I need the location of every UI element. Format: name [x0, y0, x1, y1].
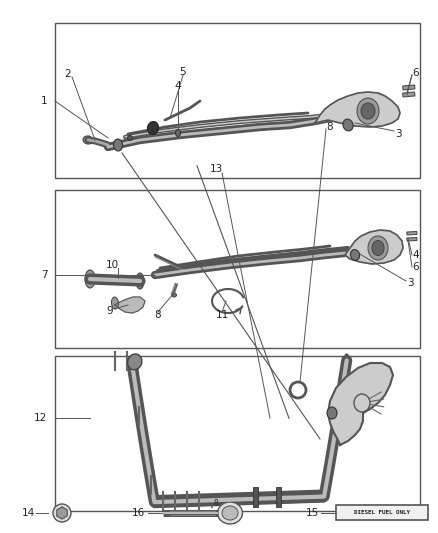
- Text: 15: 15: [305, 508, 318, 518]
- Bar: [403, 85, 415, 90]
- Ellipse shape: [85, 270, 95, 288]
- Text: 3: 3: [395, 129, 401, 139]
- Polygon shape: [345, 230, 403, 264]
- Text: 1: 1: [41, 96, 47, 106]
- Ellipse shape: [148, 122, 159, 134]
- Ellipse shape: [113, 139, 123, 151]
- Ellipse shape: [172, 293, 177, 297]
- Text: 4: 4: [175, 81, 181, 91]
- Text: 9: 9: [107, 306, 113, 316]
- Text: 7: 7: [41, 270, 47, 280]
- Ellipse shape: [372, 240, 384, 255]
- Text: 8: 8: [155, 310, 161, 320]
- Ellipse shape: [350, 249, 360, 261]
- Polygon shape: [315, 92, 400, 127]
- Text: DIESEL FUEL ONLY: DIESEL FUEL ONLY: [354, 510, 410, 515]
- Text: 2: 2: [65, 69, 71, 79]
- Bar: [403, 92, 415, 97]
- Bar: [55, 190, 420, 348]
- Text: 11: 11: [215, 310, 229, 320]
- Bar: [55, 23, 420, 178]
- Ellipse shape: [218, 502, 243, 524]
- Text: 5: 5: [180, 67, 186, 77]
- FancyBboxPatch shape: [336, 505, 428, 520]
- Polygon shape: [328, 363, 393, 445]
- Bar: [407, 238, 417, 241]
- Ellipse shape: [127, 135, 133, 141]
- Ellipse shape: [368, 236, 388, 260]
- Ellipse shape: [327, 407, 337, 419]
- Ellipse shape: [176, 130, 180, 136]
- Polygon shape: [115, 297, 145, 313]
- Text: 8: 8: [214, 498, 219, 507]
- Ellipse shape: [83, 136, 93, 144]
- Bar: [276, 487, 281, 506]
- Polygon shape: [57, 507, 67, 519]
- Text: 10: 10: [106, 260, 119, 270]
- Text: 16: 16: [131, 508, 145, 518]
- Ellipse shape: [127, 354, 142, 370]
- Text: 4: 4: [413, 250, 419, 260]
- Text: 6: 6: [413, 262, 419, 272]
- Text: 13: 13: [209, 164, 223, 174]
- Text: 8: 8: [327, 122, 333, 132]
- Ellipse shape: [112, 297, 119, 309]
- Text: 3: 3: [407, 278, 413, 288]
- Ellipse shape: [357, 98, 379, 124]
- Text: 14: 14: [21, 508, 35, 518]
- Ellipse shape: [343, 119, 353, 131]
- Bar: [253, 487, 258, 506]
- Bar: [407, 231, 417, 235]
- Ellipse shape: [222, 506, 238, 520]
- Ellipse shape: [361, 103, 375, 119]
- Bar: [55, 356, 420, 511]
- Ellipse shape: [136, 273, 144, 289]
- Text: 12: 12: [33, 413, 46, 423]
- Ellipse shape: [53, 504, 71, 522]
- Text: 6: 6: [413, 68, 419, 78]
